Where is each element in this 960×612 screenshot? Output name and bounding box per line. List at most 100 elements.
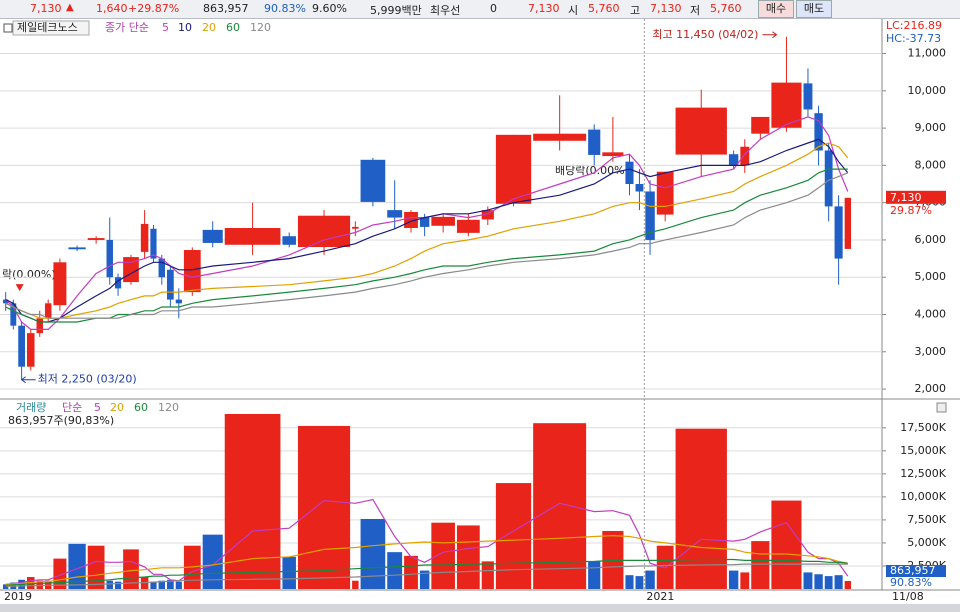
volume-bar bbox=[771, 500, 802, 589]
volume-bar bbox=[87, 545, 105, 589]
volume-bar bbox=[106, 580, 113, 589]
panel-button[interactable] bbox=[936, 402, 947, 413]
x-tick-label: 2019 bbox=[4, 590, 32, 603]
candle-body bbox=[803, 83, 813, 110]
volume: 863,957 bbox=[203, 2, 249, 15]
corner-label: LC:216.89 bbox=[886, 19, 942, 32]
volume-bar bbox=[158, 580, 166, 589]
candle-body bbox=[404, 211, 418, 229]
candle-body bbox=[675, 107, 727, 155]
candle-body bbox=[645, 191, 655, 240]
ma-line bbox=[5, 558, 848, 586]
ma-line bbox=[5, 534, 848, 585]
candle-body bbox=[224, 228, 281, 245]
y-tick-label: 9,000 bbox=[915, 121, 947, 134]
legend-entry: 20 bbox=[110, 401, 124, 414]
candle-body bbox=[771, 82, 802, 128]
candle-body bbox=[158, 258, 166, 278]
volume-bar bbox=[824, 576, 833, 589]
change-label: 29.87% bbox=[890, 204, 932, 217]
buy-button[interactable]: 매수 bbox=[758, 0, 794, 18]
volume-bar bbox=[297, 425, 351, 589]
volume-bar bbox=[150, 581, 157, 589]
volume-bar bbox=[728, 570, 739, 589]
volume-box-label: 863,957 bbox=[890, 564, 936, 577]
annotation-arrow bbox=[20, 376, 36, 384]
volume-box bbox=[886, 565, 946, 577]
ma-line bbox=[5, 172, 849, 319]
annotation: 배당락(0.00%) bbox=[555, 164, 629, 177]
volume-bar bbox=[803, 572, 813, 589]
volume-bar bbox=[645, 570, 655, 589]
volume-bar bbox=[495, 483, 532, 589]
ma-label: 종가 단순 bbox=[105, 21, 149, 34]
volume-bar bbox=[123, 549, 139, 589]
volume-summary: 863,957주(90,83%) bbox=[8, 414, 114, 427]
volume-bar bbox=[53, 558, 67, 589]
ma-line bbox=[5, 563, 848, 587]
volume-bar bbox=[114, 581, 122, 589]
candle-body bbox=[175, 299, 182, 304]
volume-bar bbox=[751, 541, 770, 589]
ma-line bbox=[5, 116, 849, 330]
volume-bar bbox=[167, 579, 174, 589]
volume-bar bbox=[625, 575, 634, 589]
price-box-label: 7,130 bbox=[890, 191, 922, 204]
y-tick-label: 5,000K bbox=[907, 536, 946, 549]
volume-bar bbox=[202, 534, 223, 589]
candle-body bbox=[352, 226, 359, 229]
y-tick-label: 8,000 bbox=[915, 158, 947, 171]
annotation: 최고 11,450 (04/02) bbox=[652, 28, 758, 41]
annotation-arrow bbox=[762, 31, 778, 39]
y-tick-label: 10,000 bbox=[908, 84, 947, 97]
candle-body bbox=[740, 146, 750, 166]
candle-body bbox=[495, 134, 532, 204]
candle-body bbox=[431, 216, 455, 226]
x-tick-label: 11/08 bbox=[892, 590, 924, 603]
volume-bar bbox=[834, 575, 843, 589]
candle-body bbox=[36, 318, 43, 334]
legend-entry: 120 bbox=[250, 21, 271, 34]
legend-entry: 20 bbox=[202, 21, 216, 34]
candle-body bbox=[53, 262, 67, 306]
corner-label: HC:-37.73 bbox=[886, 32, 941, 45]
candle-body bbox=[106, 239, 113, 278]
y-tick-label: 6,000 bbox=[915, 233, 947, 246]
volume-ratio: 90.83% bbox=[264, 2, 306, 15]
candle-body bbox=[114, 277, 122, 289]
change: 1,640 bbox=[96, 2, 128, 15]
ma-line bbox=[5, 168, 848, 323]
volume-bar bbox=[360, 518, 386, 589]
volume-bar bbox=[844, 581, 851, 589]
volume-bar bbox=[635, 576, 644, 589]
candle-body bbox=[183, 250, 201, 293]
candle-body bbox=[656, 171, 674, 215]
volume-bar bbox=[224, 413, 281, 589]
scrollbar[interactable] bbox=[0, 604, 960, 612]
candle-body bbox=[387, 210, 403, 218]
volume-bar bbox=[588, 561, 601, 589]
volume-bar bbox=[3, 584, 9, 589]
price: 7,130 bbox=[30, 2, 62, 15]
y-tick-label: 4,000 bbox=[915, 307, 947, 320]
low-label: 저 bbox=[690, 4, 701, 17]
sell-button[interactable]: 매도 bbox=[796, 0, 832, 18]
candle-body bbox=[282, 236, 296, 245]
volume-bar bbox=[352, 580, 359, 589]
x-tick-label: 2021 bbox=[646, 590, 674, 603]
candle-body bbox=[533, 133, 587, 141]
candle-body bbox=[456, 219, 480, 233]
candle-body bbox=[150, 228, 157, 259]
candle-body bbox=[18, 325, 25, 367]
best-qty: 0 bbox=[490, 2, 497, 15]
volume-bar bbox=[419, 570, 430, 589]
legend-entry: 60 bbox=[134, 401, 148, 414]
open-label: 시 bbox=[568, 4, 579, 17]
turnover: 9.60% bbox=[312, 2, 347, 15]
y-tick-label: 12,500K bbox=[900, 467, 946, 480]
candle-body bbox=[140, 223, 149, 252]
candle-body bbox=[728, 154, 739, 166]
ma-line bbox=[5, 498, 849, 585]
high: 7,130 bbox=[650, 2, 682, 15]
